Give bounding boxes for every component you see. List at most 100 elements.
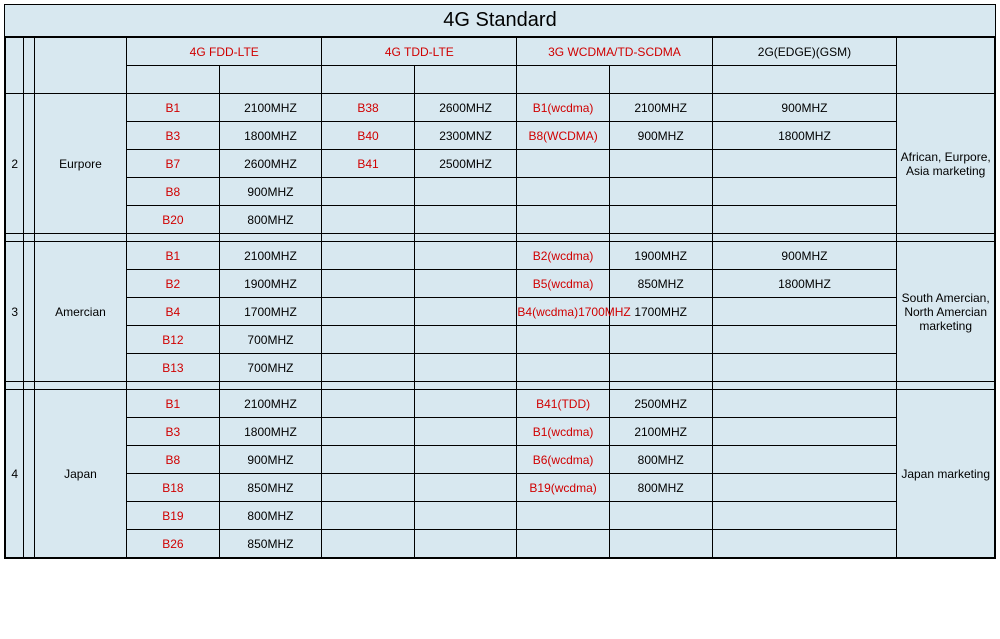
- cell: 2300MNZ: [414, 122, 517, 150]
- cell: 1800MHZ: [712, 122, 897, 150]
- cell: [322, 178, 414, 206]
- cell: [609, 326, 712, 354]
- cell: B3: [127, 418, 219, 446]
- section-spacer: [24, 390, 34, 558]
- sep-cell: [219, 382, 322, 390]
- cell: [414, 354, 517, 382]
- cell: [322, 242, 414, 270]
- hdr-sub: [322, 66, 414, 94]
- cell: B41: [322, 150, 414, 178]
- hdr-gsm: 2G(EDGE)(GSM): [712, 38, 897, 66]
- sep-cell: [609, 382, 712, 390]
- cell: B1(wcdma): [517, 418, 609, 446]
- cell: [609, 502, 712, 530]
- section-num: 2: [6, 94, 24, 234]
- cell: [322, 474, 414, 502]
- sep-cell: [712, 234, 897, 242]
- cell: B4: [127, 298, 219, 326]
- sep-cell: [712, 382, 897, 390]
- cell: B41(TDD): [517, 390, 609, 418]
- table-row: 2EurporeB12100MHZB382600MHZB1(wcdma)2100…: [6, 94, 995, 122]
- cell: 850MHZ: [219, 530, 322, 558]
- cell: [517, 502, 609, 530]
- cell: 1800MHZ: [712, 270, 897, 298]
- cell: [322, 298, 414, 326]
- hdr-sub: [517, 66, 609, 94]
- section-separator: [6, 382, 995, 390]
- table-row: B31800MHZ B1(wcdma)2100MHZ: [6, 418, 995, 446]
- cell: [322, 206, 414, 234]
- section-spacer: [24, 94, 34, 234]
- section-spacer: [24, 242, 34, 382]
- cell: [414, 446, 517, 474]
- cell: [414, 530, 517, 558]
- section-num: 4: [6, 390, 24, 558]
- cell: B26: [127, 530, 219, 558]
- cell: B7: [127, 150, 219, 178]
- section-num: 3: [6, 242, 24, 382]
- cell: 900MHZ: [609, 122, 712, 150]
- cell: 850MHZ: [219, 474, 322, 502]
- cell: 900MHZ: [219, 178, 322, 206]
- cell: [712, 354, 897, 382]
- sep-cell: [127, 382, 219, 390]
- cell: [712, 178, 897, 206]
- cell: B20: [127, 206, 219, 234]
- cell: 800MHZ: [219, 502, 322, 530]
- region-name: Amercian: [34, 242, 126, 382]
- table-row: B19800MHZ: [6, 502, 995, 530]
- cell: 1900MHZ: [609, 242, 712, 270]
- table-row: B8900MHZ: [6, 178, 995, 206]
- cell: B18: [127, 474, 219, 502]
- sep-cell: [414, 382, 517, 390]
- cell: [712, 446, 897, 474]
- sep-cell: [6, 234, 24, 242]
- cell: B19(wcdma): [517, 474, 609, 502]
- hdr-sub: [414, 66, 517, 94]
- cell: B38: [322, 94, 414, 122]
- hdr-sub: [712, 66, 897, 94]
- cell: [712, 530, 897, 558]
- cell: 2600MHZ: [219, 150, 322, 178]
- cell: [414, 390, 517, 418]
- cell: B3: [127, 122, 219, 150]
- cell: [517, 326, 609, 354]
- hdr-fdd: 4G FDD-LTE: [127, 38, 322, 66]
- table-row: 4JapanB12100MHZB41(TDD)2500MHZJapan mark…: [6, 390, 995, 418]
- cell: 2100MHZ: [219, 242, 322, 270]
- cell: B13: [127, 354, 219, 382]
- cell: [609, 150, 712, 178]
- cell: 1800MHZ: [219, 418, 322, 446]
- table-row: B18850MHZB19(wcdma)800MHZ: [6, 474, 995, 502]
- cell: [322, 502, 414, 530]
- sep-cell: [322, 234, 414, 242]
- table-row: 3AmercianB12100MHZB2(wcdma)1900MHZ900MHZ…: [6, 242, 995, 270]
- cell: [414, 270, 517, 298]
- cell: 2500MHZ: [609, 390, 712, 418]
- cell: 900MHZ: [712, 242, 897, 270]
- cell: [712, 418, 897, 446]
- cell: B1(wcdma): [517, 94, 609, 122]
- hdr-sub: [127, 66, 219, 94]
- cell: [414, 206, 517, 234]
- cell: [517, 530, 609, 558]
- cell: [609, 354, 712, 382]
- table-row: B20800MHZ: [6, 206, 995, 234]
- sep-cell: [34, 234, 126, 242]
- cell: 2100MHZ: [609, 418, 712, 446]
- cell: [322, 354, 414, 382]
- cell: B8(WCDMA): [517, 122, 609, 150]
- cell: [609, 530, 712, 558]
- section-separator: [6, 234, 995, 242]
- standard-table: 4G Standard 4G FDD-LTE4G TDD-LTE3G WCDMA…: [4, 4, 996, 559]
- cell: [517, 354, 609, 382]
- table-row: B31800MHZB402300MNZB8(WCDMA)900MHZ1800MH…: [6, 122, 995, 150]
- sep-cell: [127, 234, 219, 242]
- cell: [712, 390, 897, 418]
- cell: [712, 326, 897, 354]
- cell: [322, 418, 414, 446]
- sep-cell: [517, 382, 609, 390]
- sep-cell: [34, 382, 126, 390]
- cell: 2100MHZ: [609, 94, 712, 122]
- cell: [414, 502, 517, 530]
